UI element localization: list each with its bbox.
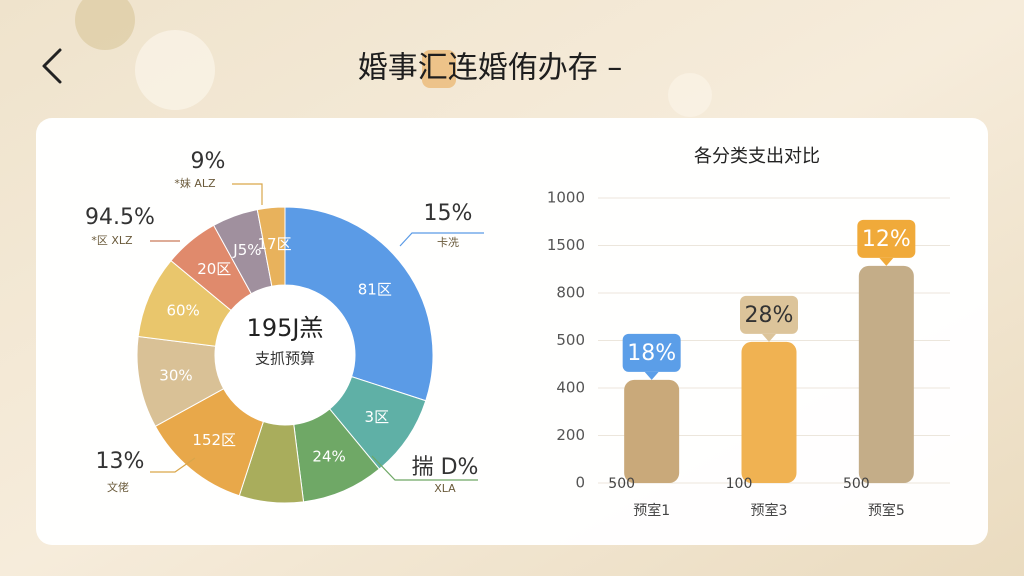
x-tick-label: 预室3 [751,502,788,519]
bar [858,265,914,483]
decoration [668,73,712,117]
segment-label: 152区 [192,431,236,449]
bar [741,341,797,483]
y-tick-label: 1500 [547,236,585,254]
callout-line [232,183,263,205]
bar [624,379,680,483]
callout-label: *区 XLZ [91,234,133,247]
badge-pointer [879,257,894,266]
callout-line [371,455,478,481]
segment-label: J5% [232,241,261,259]
bar-chart-title: 各分类支出对比 [694,146,820,167]
callout-value: 94.5% [85,205,155,230]
x-tick-label: 预室5 [868,502,905,519]
badge [857,219,916,258]
segment-label: 17区 [258,235,292,253]
callout-line [399,232,484,247]
y-tick-label: 500 [556,331,585,349]
callout-label: 文佬 [107,480,129,494]
y-tick-label: 400 [556,379,585,397]
segment-label: 30% [159,366,192,384]
callout-value: 13% [96,449,145,474]
badge-pointer [644,371,659,380]
y-tick-label: 200 [556,426,585,444]
base-label: 100 [726,476,753,492]
bar-chart: 各分类支出对比 0 200 400 500 800 1500 1000 预室1 500 18% 预室3… [547,146,950,519]
badge-text: 12% [862,227,911,252]
center-title: 195J羔 [247,314,324,342]
segment-label: 81区 [358,280,392,298]
donut-hole [215,285,355,425]
base-label: 500 [843,476,870,492]
badge-text: 18% [627,341,676,366]
segment-label: 24% [312,447,345,465]
badge-text: 28% [745,303,794,328]
y-tick-label: 1000 [547,189,585,207]
segment-label: 3区 [365,408,390,426]
base-label: 500 [608,476,635,492]
callout-line [150,457,196,473]
decoration [75,0,135,50]
back-button[interactable] [42,48,62,84]
badge-pointer [762,333,776,342]
decoration [135,30,215,110]
y-tick-label: 0 [575,474,585,492]
y-tick-label: 800 [556,284,585,302]
callout-label: 卡冼 [437,236,459,249]
center-subtitle: 支抓预算 [255,350,315,368]
callout-label: XLA [434,482,456,495]
badge [622,333,681,372]
segment-label: 60% [166,301,199,319]
callout-label: *妹 ALZ [174,177,216,190]
callout-value: 揣 D% [412,455,479,480]
segment-label: 20区 [197,260,231,278]
badge [740,295,798,334]
page-title: 婚事汇连婚侑办存 – [358,51,623,86]
title-highlight [422,50,456,88]
callout-value: 15% [424,201,473,226]
x-tick-label: 预室1 [633,502,670,519]
callout-value: 9% [191,149,226,174]
